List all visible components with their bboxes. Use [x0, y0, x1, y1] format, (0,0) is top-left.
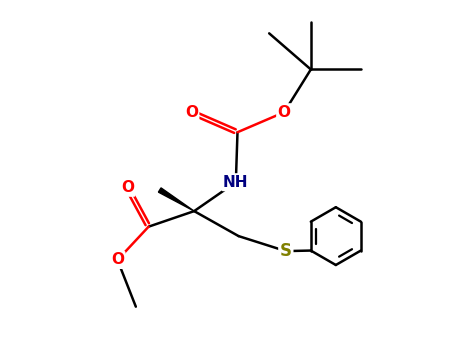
Polygon shape: [158, 188, 194, 211]
Text: O: O: [111, 252, 124, 267]
Text: S: S: [280, 242, 292, 260]
Text: O: O: [185, 105, 198, 120]
Text: O: O: [121, 180, 134, 195]
Text: O: O: [278, 105, 291, 120]
Text: NH: NH: [223, 175, 248, 190]
